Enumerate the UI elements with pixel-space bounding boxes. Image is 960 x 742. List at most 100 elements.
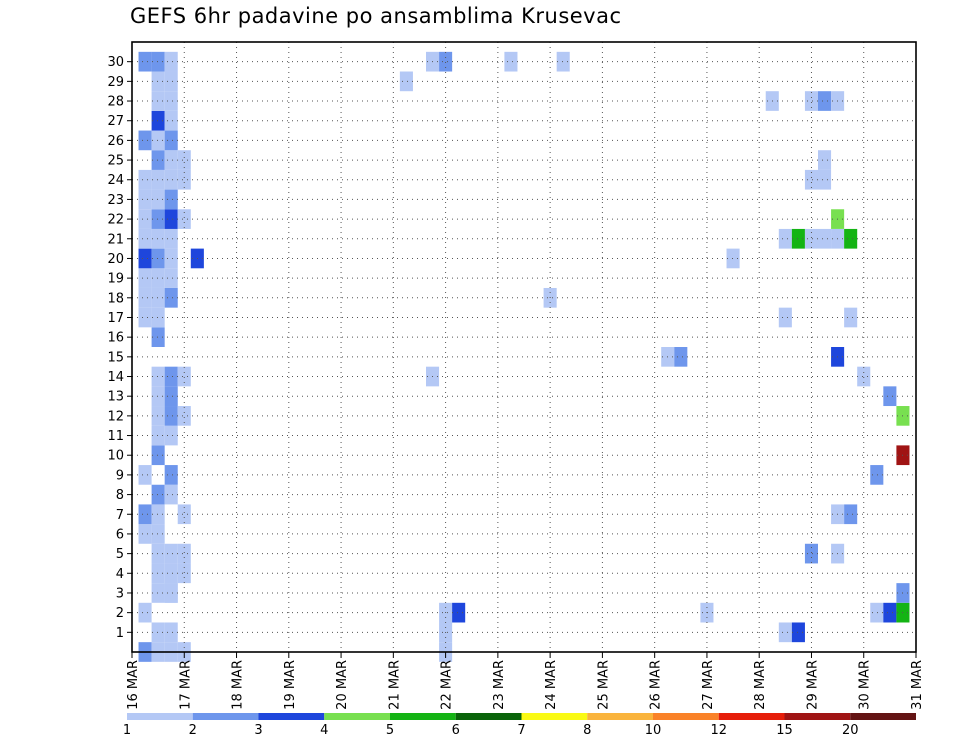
heatmap-cell bbox=[164, 268, 178, 288]
y-tick-label: 9 bbox=[116, 468, 124, 483]
chart-title: GEFS 6hr padavine po ansamblima Krusevac bbox=[130, 4, 622, 28]
y-tick-label: 27 bbox=[107, 114, 124, 129]
heatmap-cell bbox=[778, 622, 792, 643]
heatmap-cell bbox=[177, 150, 191, 170]
heatmap-cell bbox=[674, 347, 688, 367]
heatmap-cell bbox=[138, 307, 152, 328]
y-tick-label: 10 bbox=[107, 449, 124, 464]
heatmap-cell bbox=[164, 150, 178, 170]
heatmap-cell bbox=[164, 406, 178, 426]
heatmap-cell bbox=[151, 622, 165, 643]
grid-lines bbox=[132, 42, 916, 652]
y-tick-label: 4 bbox=[116, 567, 124, 582]
y-tick-label: 19 bbox=[107, 272, 124, 287]
heatmap-cell bbox=[164, 130, 178, 151]
y-tick-label: 21 bbox=[107, 232, 124, 247]
legend-label: 7 bbox=[517, 723, 525, 738]
x-tick-label: 31 MAR bbox=[910, 660, 925, 710]
y-tick-label: 20 bbox=[107, 252, 124, 267]
heatmap-cell bbox=[804, 169, 818, 190]
y-tick-label: 2 bbox=[116, 606, 124, 621]
y-tick-label: 15 bbox=[107, 350, 124, 365]
heatmap-cell bbox=[818, 91, 832, 111]
heatmap-cell bbox=[504, 51, 518, 72]
x-tick-label: 22 MAR bbox=[440, 660, 455, 710]
heatmap-cell bbox=[804, 543, 818, 564]
heatmap-cell bbox=[151, 307, 165, 328]
y-tick-label: 11 bbox=[107, 429, 124, 444]
legend-swatch bbox=[258, 713, 325, 720]
heatmap-cell bbox=[844, 504, 858, 525]
y-tick-label: 3 bbox=[116, 586, 124, 601]
heatmap-cell bbox=[177, 366, 191, 387]
heatmap-cell bbox=[138, 504, 152, 525]
heatmap-cell bbox=[138, 248, 152, 269]
heatmap-cell bbox=[151, 484, 165, 505]
heatmap-cell bbox=[177, 504, 191, 525]
heatmap-cell bbox=[138, 189, 152, 210]
heatmap-cell bbox=[138, 287, 152, 308]
heatmap-cell bbox=[151, 327, 165, 347]
legend-label: 2 bbox=[189, 723, 197, 738]
heatmap-cell bbox=[177, 543, 191, 564]
heatmap-cell bbox=[556, 51, 570, 72]
legend-label: 6 bbox=[452, 723, 460, 738]
heatmap-cell bbox=[151, 524, 165, 544]
heatmap-cell bbox=[164, 366, 178, 387]
heatmap-cell bbox=[138, 524, 152, 544]
legend-label: 20 bbox=[842, 723, 859, 738]
y-tick-label: 22 bbox=[107, 213, 124, 228]
heatmap-cell bbox=[151, 248, 165, 269]
x-tick-label: 20 MAR bbox=[335, 660, 350, 710]
legend-swatch bbox=[455, 713, 522, 720]
y-tick-label: 28 bbox=[107, 95, 124, 110]
legend-swatch bbox=[784, 713, 851, 720]
heatmap-cell bbox=[151, 386, 165, 407]
heatmap-cell bbox=[818, 150, 832, 170]
heatmap-cell bbox=[844, 307, 858, 328]
heatmap-cell bbox=[164, 209, 178, 229]
heatmap-cell bbox=[177, 406, 191, 426]
heatmap-cell bbox=[138, 51, 152, 72]
heatmap-cell bbox=[164, 543, 178, 564]
heatmap-cell bbox=[151, 366, 165, 387]
x-tick-label: 17 MAR bbox=[178, 660, 193, 710]
x-tick-label: 23 MAR bbox=[492, 660, 507, 710]
heatmap-cell bbox=[804, 228, 818, 249]
heatmap-cell bbox=[177, 209, 191, 229]
heatmap-cell bbox=[151, 130, 165, 151]
heatmap-cell bbox=[151, 110, 165, 131]
heatmap-cell bbox=[164, 248, 178, 269]
heatmap-cell bbox=[151, 268, 165, 288]
heatmap-cell bbox=[791, 622, 805, 643]
y-tick-label: 6 bbox=[116, 527, 124, 542]
heatmap-cell bbox=[138, 228, 152, 249]
legend-swatch bbox=[324, 713, 390, 720]
heatmap-cell bbox=[151, 71, 165, 92]
plot-frame bbox=[131, 41, 917, 653]
heatmap-cell bbox=[439, 51, 453, 72]
heatmap-cell bbox=[804, 91, 818, 111]
heatmap-cell bbox=[870, 602, 884, 623]
y-tick-label: 18 bbox=[107, 291, 124, 306]
y-tick-label: 12 bbox=[107, 409, 124, 424]
y-tick-label: 25 bbox=[107, 154, 124, 169]
heatmap-cell bbox=[138, 130, 152, 151]
y-tick-label: 1 bbox=[116, 626, 124, 641]
y-tick-label: 17 bbox=[107, 311, 124, 326]
x-tick-label: 19 MAR bbox=[283, 660, 298, 710]
heatmap-cell bbox=[883, 386, 897, 407]
heatmap-cell bbox=[151, 209, 165, 229]
y-tick-label: 26 bbox=[107, 134, 124, 149]
heatmap-cell bbox=[778, 228, 792, 249]
x-tick-label: 18 MAR bbox=[231, 660, 246, 710]
heatmap-cell bbox=[164, 228, 178, 249]
heatmap-cell bbox=[791, 228, 805, 249]
heatmap-cell bbox=[857, 366, 871, 387]
y-tick-label: 30 bbox=[107, 55, 124, 70]
legend-swatch bbox=[653, 713, 719, 720]
heatmap-cell bbox=[138, 209, 152, 229]
heatmap-cell bbox=[164, 583, 178, 603]
heatmap-cell bbox=[164, 110, 178, 131]
